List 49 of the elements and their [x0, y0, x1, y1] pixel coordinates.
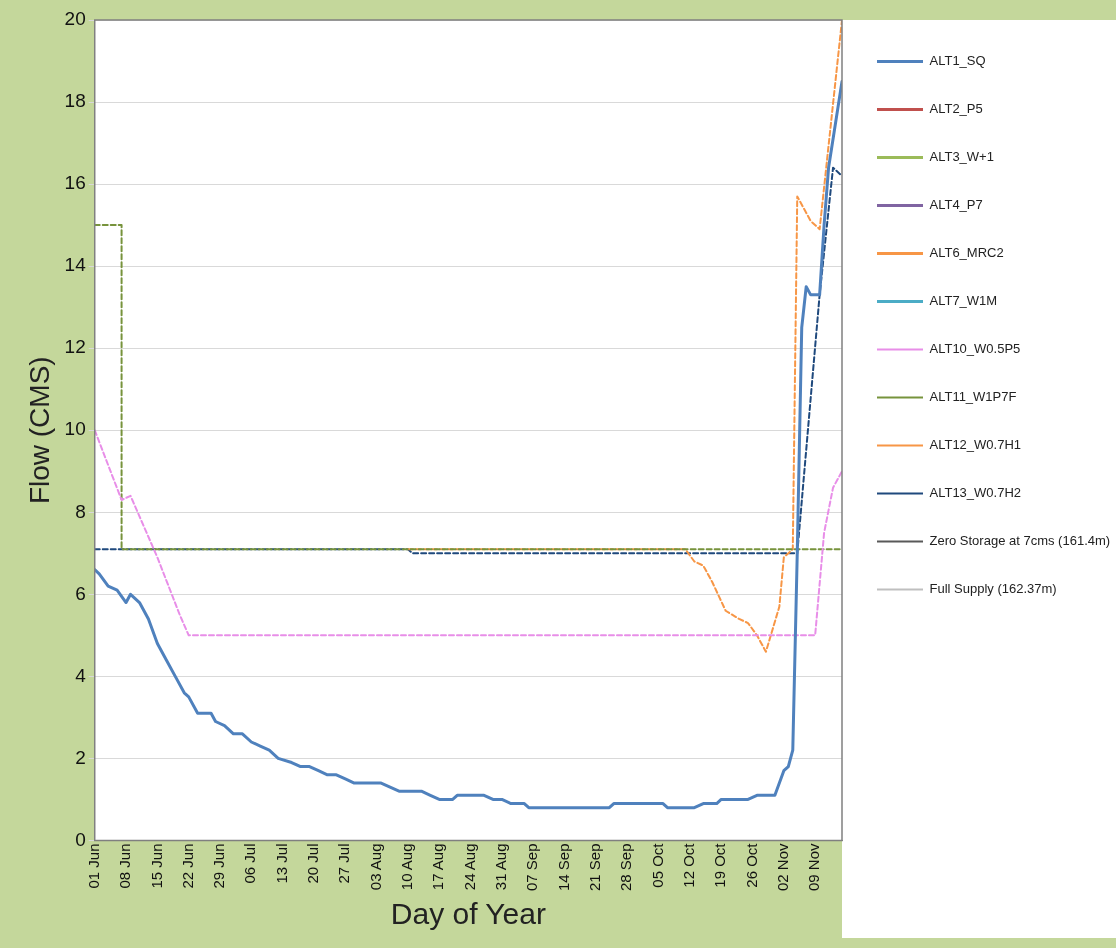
y-tick-label: 14: [64, 254, 87, 276]
x-tick-label: 24 Aug: [460, 843, 478, 891]
y-axis-title: Flow (CMS): [23, 356, 55, 505]
x-tick-label: 08 Jun: [116, 843, 134, 889]
legend-label: Full Supply (162.37m): [929, 581, 1057, 597]
x-tick-label: 27 Jul: [335, 843, 353, 884]
y-tick-label: 10: [64, 418, 86, 440]
x-tick-label: 26 Oct: [742, 842, 760, 888]
x-tick-label: 12 Oct: [680, 842, 697, 888]
legend-label: ALT6_MRC2: [929, 245, 1004, 261]
y-tick-label: 2: [75, 746, 86, 768]
x-tick-label: 15 Jun: [147, 843, 165, 889]
x-tick-label: 20 Jul: [304, 843, 322, 884]
legend-label: ALT11_W1P7F: [929, 389, 1017, 405]
x-tick-label: 07 Sep: [523, 843, 541, 892]
y-tick-label: 18: [64, 90, 86, 112]
x-tick-label: 10 Aug: [398, 843, 416, 891]
y-tick-label: 6: [75, 582, 86, 604]
x-tick-label: 17 Aug: [429, 843, 447, 891]
x-tick-label: 31 Aug: [492, 843, 510, 891]
x-tick-label: 22 Jun: [178, 843, 196, 889]
y-tick-label: 0: [75, 828, 86, 850]
legend-label: Zero Storage at 7cms (161.4m): [929, 533, 1111, 549]
x-tick-label: 13 Jul: [272, 843, 290, 884]
y-tick-label: 16: [64, 172, 86, 194]
x-tick-label: 05 Oct: [648, 842, 666, 888]
legend-label: ALT3_W+1: [929, 149, 994, 165]
x-tick-label: 06 Jul: [241, 843, 259, 884]
x-axis-title: Day of Year: [390, 897, 546, 931]
x-tick-label: 14 Sep: [554, 843, 572, 892]
x-tick-label: 09 Nov: [805, 842, 823, 891]
y-tick-label: 12: [64, 336, 86, 358]
legend-label: ALT1_SQ: [929, 53, 986, 69]
legend-label: ALT12_W0.7H1: [929, 437, 1022, 453]
x-tick-label: 02 Nov: [773, 842, 791, 891]
y-tick-label: 4: [75, 664, 87, 686]
y-tick-label: 8: [75, 500, 86, 522]
x-tick-label: 21 Sep: [586, 843, 604, 892]
x-tick-label: 29 Jun: [210, 843, 228, 889]
legend-label: ALT7_W1M: [929, 293, 998, 309]
legend-label: ALT13_W0.7H2: [929, 485, 1022, 501]
legend-label: ALT10_W0.5P5: [929, 341, 1021, 357]
x-tick-label: 19 Oct: [711, 842, 729, 888]
legend-label: ALT4_P7: [929, 197, 983, 213]
legend-label: ALT2_P5: [929, 101, 983, 117]
x-tick-label: 01 Jun: [84, 843, 102, 889]
x-tick-label: 03 Aug: [366, 843, 384, 891]
y-tick-label: 20: [64, 8, 86, 30]
x-tick-label: 28 Sep: [617, 843, 635, 892]
